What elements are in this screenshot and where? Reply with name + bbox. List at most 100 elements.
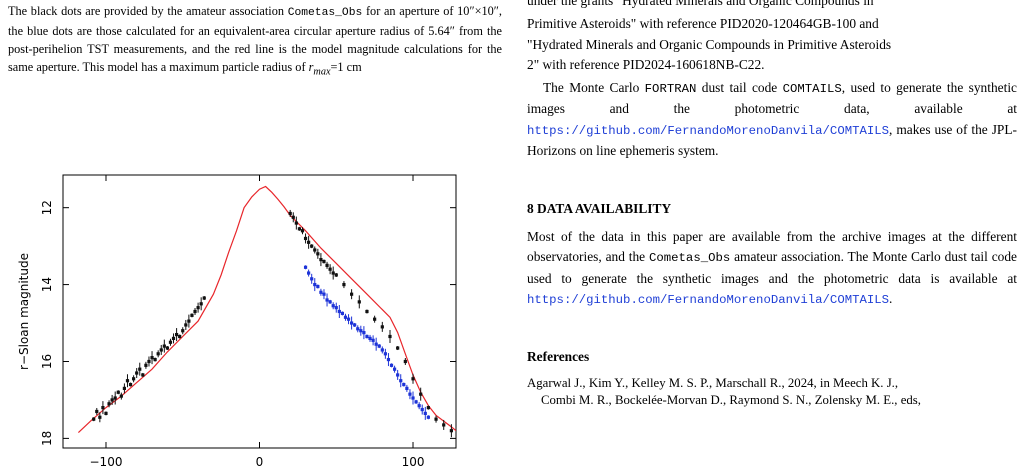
tst-point bbox=[340, 311, 344, 316]
section-heading: 8 DATA AVAILABILITY bbox=[527, 200, 672, 216]
ack-p2-code-fortran: FORTRAN bbox=[644, 81, 697, 96]
tst-point bbox=[325, 298, 329, 302]
ack-p2-code-comtails: COMTAILS bbox=[782, 81, 842, 96]
amateur-point bbox=[171, 336, 176, 341]
reference-entry-line-1: Agarwal J., Kim Y., Kelley M. S. P., Mar… bbox=[527, 375, 899, 390]
ack-github-link[interactable]: https://github.com/FernandoMorenoDanvila… bbox=[527, 123, 890, 138]
amateur-point bbox=[101, 406, 105, 410]
section8-text-b: amateur association. The Monte Carlo dus… bbox=[527, 249, 1017, 286]
amateur-point bbox=[350, 292, 354, 296]
tst-point bbox=[371, 338, 375, 342]
tst-point bbox=[411, 396, 415, 400]
amateur-point bbox=[125, 379, 130, 383]
amateur-point bbox=[319, 257, 323, 262]
tst-point bbox=[417, 404, 421, 408]
amateur-point bbox=[449, 429, 453, 433]
tst-point bbox=[377, 344, 381, 348]
tst-point bbox=[408, 392, 412, 396]
amateur-point bbox=[175, 332, 179, 337]
amateur-point bbox=[153, 357, 157, 362]
amateur-point bbox=[442, 423, 446, 427]
amateur-point bbox=[132, 377, 136, 381]
tst-point bbox=[353, 323, 357, 327]
ack-top-fragment: under the grants "Hydrated Minerals and … bbox=[527, 0, 874, 8]
amateur-point bbox=[300, 229, 305, 233]
tst-point bbox=[319, 290, 323, 294]
tst-point bbox=[310, 277, 314, 281]
ack-line-1: Primitive Asteroids" with reference PID2… bbox=[527, 16, 879, 31]
y-tick-label: 12 bbox=[40, 200, 54, 215]
ack-p2-text-b: dust tail code bbox=[696, 79, 783, 95]
amateur-point bbox=[328, 267, 332, 271]
amateur-point bbox=[165, 346, 169, 350]
y-tick-label: 18 bbox=[40, 431, 54, 446]
amateur-point bbox=[365, 309, 369, 314]
amateur-point bbox=[322, 259, 326, 264]
ack-p2-text-d: , makes use of the JPL-Horizons on line … bbox=[527, 121, 1017, 159]
y-axis-label: r−Sloan magnitude bbox=[17, 253, 31, 370]
ack-p2-text-c: , used to generate the synthetic images … bbox=[527, 79, 1017, 117]
y-tick-label: 16 bbox=[40, 354, 54, 369]
amateur-point bbox=[411, 377, 415, 381]
amateur-point bbox=[419, 392, 423, 396]
tst-point bbox=[334, 306, 338, 310]
plot-area bbox=[77, 185, 456, 438]
amateur-point bbox=[380, 325, 384, 329]
section8-code: Cometas_Obs bbox=[648, 251, 731, 265]
amateur-point bbox=[138, 367, 142, 371]
amateur-point bbox=[184, 323, 188, 327]
tst-point bbox=[405, 386, 409, 391]
amateur-point bbox=[107, 402, 111, 406]
caption-code: Cometas_Obs bbox=[287, 7, 363, 19]
x-tick-label: 100 bbox=[402, 455, 425, 469]
x-tick-label: −100 bbox=[90, 455, 123, 469]
amateur-point bbox=[288, 211, 292, 216]
amateur-point bbox=[388, 334, 392, 339]
tst-point bbox=[331, 304, 335, 308]
amateur-point bbox=[113, 396, 117, 400]
tst-point bbox=[389, 363, 394, 367]
amateur-point bbox=[325, 263, 329, 267]
amateur-point bbox=[310, 244, 314, 248]
amateur-point bbox=[313, 248, 317, 252]
model-line bbox=[77, 185, 456, 434]
amateur-point bbox=[331, 271, 335, 275]
tst-point bbox=[380, 348, 384, 352]
amateur-point bbox=[95, 409, 99, 414]
tst-point bbox=[337, 309, 341, 314]
amateur-point bbox=[168, 340, 173, 344]
amateur-point bbox=[122, 386, 127, 391]
amateur-point bbox=[178, 334, 182, 339]
amateur-point bbox=[181, 329, 185, 333]
magnitude-chart: −100010012141618Time from perihelion (Da… bbox=[17, 174, 457, 469]
caption-text-1: The black dots are provided by the amate… bbox=[8, 4, 288, 18]
caption-var: r bbox=[308, 60, 314, 74]
amateur-point bbox=[294, 221, 298, 225]
section8-github-link[interactable]: https://github.com/FernandoMorenoDanvila… bbox=[527, 293, 890, 307]
plot-frame bbox=[62, 174, 457, 449]
tst-point bbox=[316, 284, 320, 289]
tst-point bbox=[356, 327, 360, 331]
amateur-point bbox=[373, 317, 377, 321]
amateur-point bbox=[190, 313, 194, 317]
figure-caption: The black dots are provided by the amate… bbox=[8, 2, 502, 81]
amateur-point bbox=[396, 346, 400, 350]
tst-point bbox=[322, 292, 326, 296]
caption-var-sub: max bbox=[313, 66, 331, 78]
amateur-point bbox=[162, 344, 166, 348]
tst-point bbox=[423, 411, 427, 415]
amateur-point bbox=[357, 300, 361, 304]
amateur-point bbox=[116, 390, 120, 394]
amateur-point bbox=[144, 363, 148, 367]
caption-text-3: =1 cm bbox=[330, 60, 362, 74]
tst-point bbox=[374, 342, 378, 346]
x-tick-label: 0 bbox=[256, 455, 264, 469]
amateur-point bbox=[135, 371, 139, 375]
amateur-point bbox=[159, 348, 163, 352]
amateur-point bbox=[141, 373, 145, 377]
tst-point bbox=[402, 382, 406, 387]
amateur-point bbox=[307, 240, 311, 244]
amateur-point bbox=[403, 359, 407, 364]
tst-point bbox=[383, 352, 387, 356]
amateur-point bbox=[147, 359, 151, 364]
